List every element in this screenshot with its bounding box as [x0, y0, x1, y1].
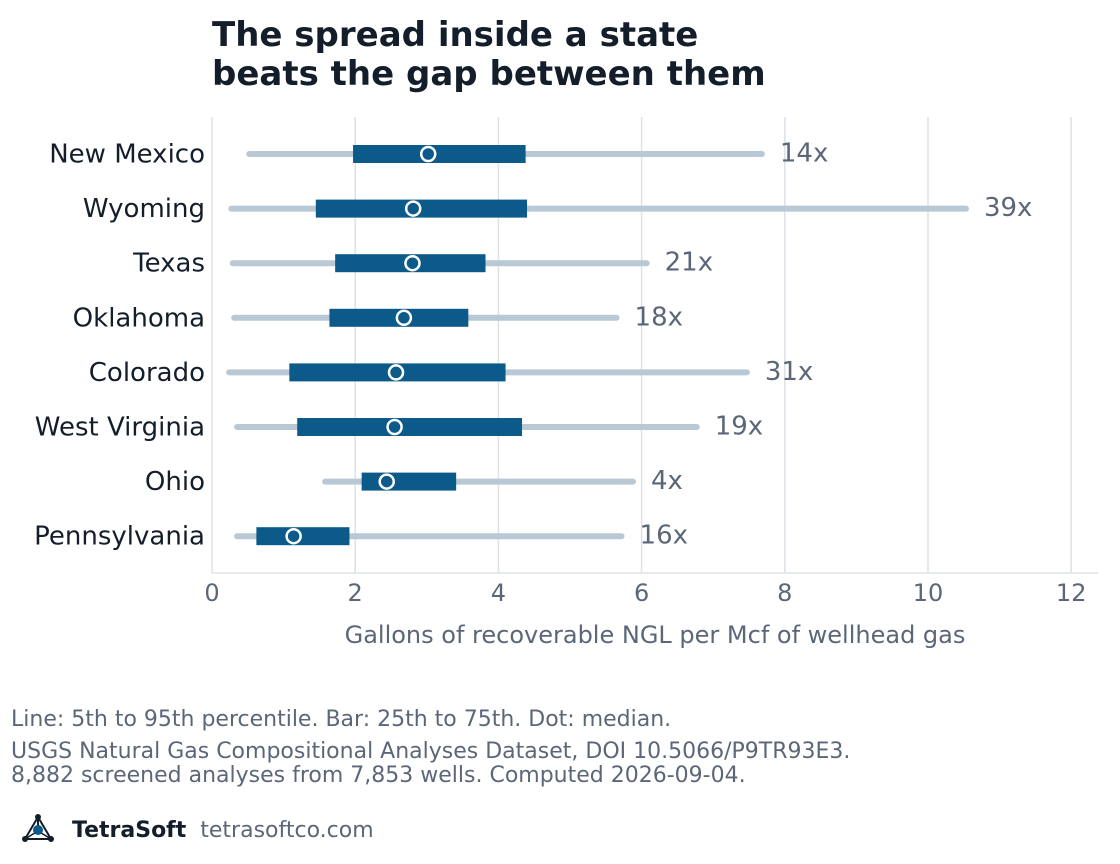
- category-label: New Mexico: [49, 140, 205, 170]
- box-25-75: [297, 418, 523, 436]
- box-25-75: [361, 472, 457, 491]
- ratio-label: 18x: [635, 302, 683, 332]
- x-tick-label: 10: [913, 579, 944, 607]
- x-tick-label: 0: [204, 579, 219, 607]
- category-label: Texas: [132, 249, 205, 279]
- median-dot: [386, 418, 403, 436]
- chart-notes: Line: 5th to 95th percentile. Bar: 25th …: [11, 708, 850, 788]
- x-tick-label: 2: [348, 579, 363, 607]
- tetrahedron-logo-icon: [22, 814, 54, 842]
- ratio-label: 39x: [984, 193, 1032, 223]
- median-dot: [387, 364, 405, 381]
- ratio-label: 16x: [640, 521, 688, 551]
- category-label: Wyoming: [83, 194, 205, 224]
- ratio-label: 19x: [715, 412, 763, 442]
- ratio-label: 4x: [651, 466, 683, 496]
- median-dot: [285, 527, 302, 545]
- x-tick-label: 6: [634, 579, 649, 607]
- median-dot: [404, 200, 422, 217]
- category-label: Colorado: [89, 358, 205, 388]
- box-25-75: [256, 527, 350, 546]
- median-dot: [378, 473, 395, 490]
- ratio-label: 21x: [665, 248, 713, 278]
- brand-name: TetraSoft: [72, 817, 187, 843]
- ratio-label: 31x: [765, 357, 813, 387]
- legend-note: Line: 5th to 95th percentile. Bar: 25th …: [11, 707, 672, 732]
- x-tick-label: 4: [491, 579, 506, 607]
- box-25-75: [353, 145, 526, 163]
- brand-url[interactable]: tetrasoftco.com: [200, 817, 374, 843]
- median-dot: [419, 145, 437, 163]
- brand-footer: TetraSoft tetrasoftco.com: [20, 812, 374, 848]
- chart-title-line-2: beats the gap between them: [212, 54, 766, 94]
- category-label: Ohio: [145, 467, 205, 497]
- chart-title-line-1: The spread inside a state: [212, 15, 699, 55]
- ratio-label: 14x: [780, 139, 828, 169]
- category-label: West Virginia: [35, 413, 205, 443]
- chart-title: The spread inside a state beats the gap …: [212, 16, 766, 94]
- median-dot: [395, 309, 413, 327]
- x-tick-label: 8: [777, 579, 792, 607]
- range-bar-chart: 0 2 4 6 8 10 12 Gallons of recoverable NGL per …: [34, 117, 1098, 649]
- category-label: Oklahoma: [73, 303, 205, 333]
- x-tick-label: 12: [1056, 579, 1087, 607]
- source-note-line-2: 8,882 screened analyses from 7,853 wells…: [11, 763, 746, 788]
- source-note-line-1: USGS Natural Gas Compositional Analyses …: [11, 739, 851, 764]
- category-label: Pennsylvania: [34, 522, 205, 552]
- x-axis-label: Gallons of recoverable NGL per Mcf of we…: [345, 621, 966, 649]
- median-dot: [404, 254, 421, 272]
